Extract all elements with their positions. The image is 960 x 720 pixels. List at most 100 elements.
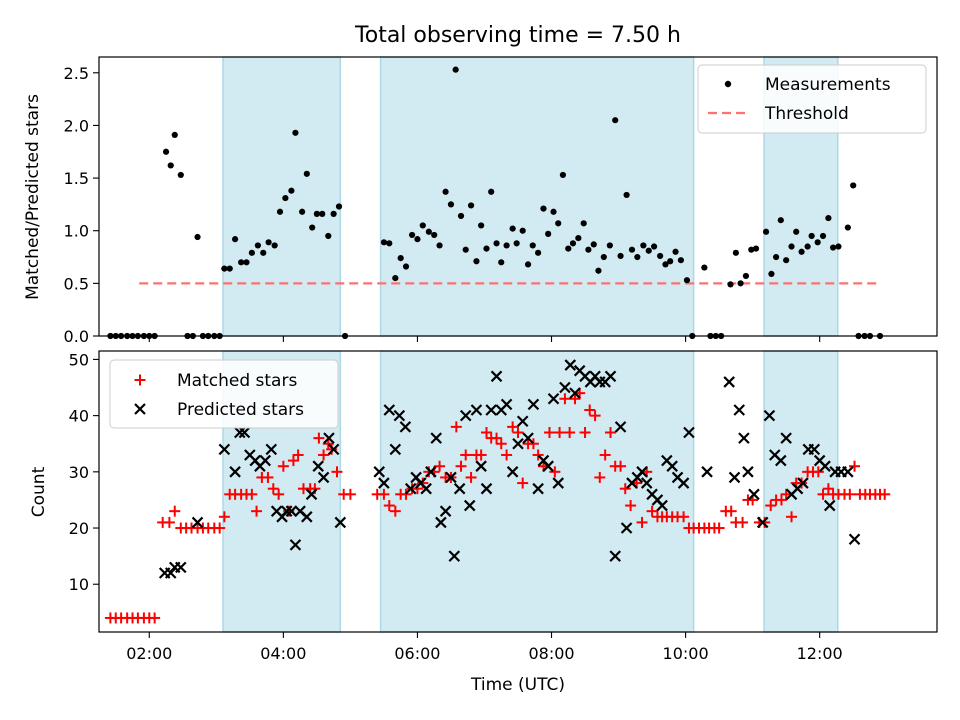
measurement-point [380,239,388,246]
marker-stroke [425,466,437,478]
matched-star-point [554,426,566,438]
measurement-point [788,243,795,250]
measurement-points [107,66,884,340]
predicted-star-point [305,488,318,501]
measurement-point [431,231,438,239]
measurement-point [628,246,636,253]
marker-stroke [677,477,690,489]
measurement-point [392,274,399,282]
matched-star-point [169,505,181,517]
legend-cross [134,403,146,415]
marker-stroke [728,471,741,484]
predicted-star-point [677,477,690,489]
matched-star-point [619,483,631,495]
matched-star-point [378,488,390,500]
measurement-point [565,245,572,252]
measurement-point [640,242,647,249]
count-points [104,359,891,624]
matched-star-point [287,455,299,467]
marker-stroke [636,466,648,478]
matched-star-point [544,426,556,438]
top-x-ticks [148,336,821,342]
x-tick-label: 08:00 [528,644,574,663]
measurement-point [748,246,755,253]
measurement-point [672,248,679,255]
legend-predicted-marker [134,403,146,415]
marker-stroke [552,477,565,489]
legend-measurement-marker [724,80,732,88]
measurement-point [555,220,562,227]
marker-stroke [640,477,653,489]
measurement-point [540,205,547,212]
marker-stroke [651,494,664,506]
measurement-point [524,261,532,268]
bottom-legend-box [109,359,339,429]
matched-star-point [879,488,891,500]
matched-star-point [400,488,412,500]
marker-stroke [439,505,452,517]
matched-star-point [434,460,446,472]
marker-stroke [399,421,412,433]
predicted-star-point [420,482,432,495]
predicted-star-point [485,404,497,416]
measurement-point [452,66,459,73]
predicted-star-point [666,460,678,472]
measurement-point [408,231,416,239]
marker-stroke [848,533,861,546]
matched-star-point [594,471,606,483]
measurement-point [288,187,295,194]
marker-stroke [620,522,633,534]
matched-star-point [512,426,524,438]
matched-star-point [326,443,338,455]
predicted-star-point [389,443,402,456]
predicted-star-point [763,409,776,422]
measurement-point [535,249,542,256]
matched-star-point [725,505,737,517]
measurement-point [243,259,250,266]
measurement-point [793,228,800,235]
predicted-star-point [756,516,769,529]
matched-star-point [646,505,658,517]
matched-star-point [313,432,325,444]
marker-stroke [229,466,241,478]
predicted-star-point [378,477,390,489]
measurement-point [650,243,658,250]
marker-stroke [410,471,422,484]
top-legend-box [697,64,927,134]
measurement-point [402,263,410,270]
measurement-point [425,228,432,235]
matched-star-point [822,483,834,495]
legend-plus [134,374,146,386]
y-tick-label: 1.5 [64,169,89,188]
marker-stroke [134,403,146,415]
matched-star-point [599,449,611,461]
measurement-point [580,220,587,227]
predicted-star-point [728,471,741,484]
matched-star-point [475,449,487,461]
predicted-star-point [609,550,621,562]
marker-stroke [305,488,318,501]
measurement-point [550,208,557,215]
predicted-star-point [614,421,627,433]
measurement-point [808,232,815,240]
measurement-point [303,170,310,177]
marker-stroke [512,437,524,450]
predicted-star-point [289,539,302,551]
measurement-point [162,148,170,155]
predicted-star-point [334,516,347,529]
measurement-point [248,249,255,256]
marker-stroke [327,443,340,456]
predicted-star-point [522,432,534,444]
matched-star-point [460,449,472,461]
measurement-point [513,240,520,247]
marker-stroke [249,454,261,467]
measurement-point [667,258,674,265]
matched-star-point [737,516,749,528]
measurement-point [171,131,178,139]
top-axes-frame [98,56,938,337]
matched-star-point [507,421,519,433]
measurement-point [226,265,233,272]
bottom-legend: Matched stars Predicted stars [109,359,339,429]
predicted-star-point [393,409,406,422]
marker-stroke [259,454,272,467]
